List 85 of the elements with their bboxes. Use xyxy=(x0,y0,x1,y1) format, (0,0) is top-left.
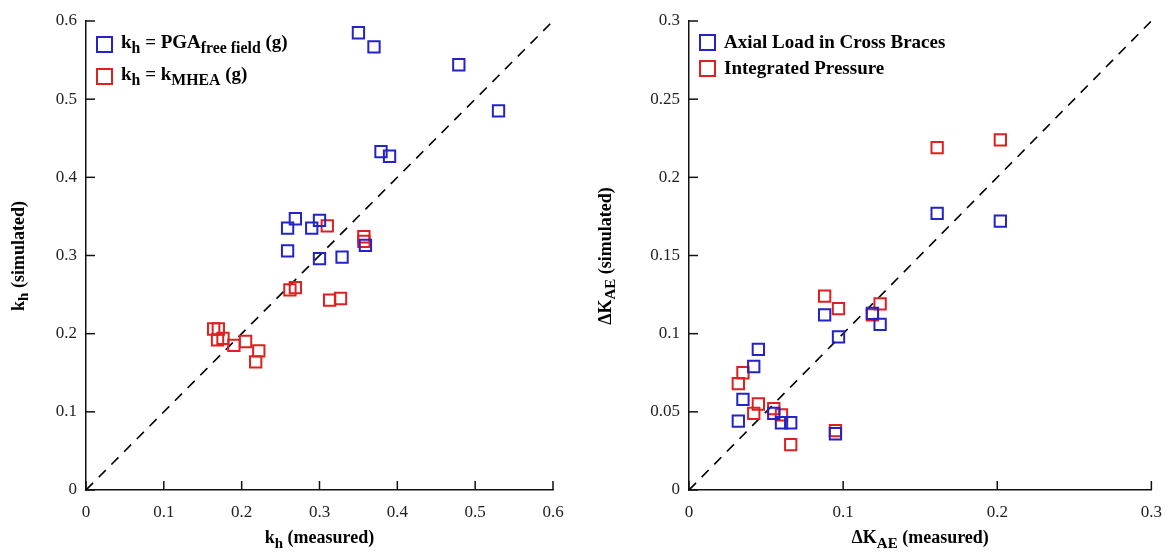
point xyxy=(252,344,266,358)
point xyxy=(491,104,506,118)
y-tick-label: 0.1 xyxy=(658,323,680,343)
point xyxy=(747,359,761,374)
point xyxy=(767,402,781,416)
legend-label: k$_{h}$ = k$_{MHEA}$ (g) xyxy=(121,61,248,90)
point xyxy=(831,302,846,316)
y-tick-label: 0 xyxy=(671,479,680,499)
x-tick-label: 0.2 xyxy=(986,501,1008,521)
y-tick-label: 0.05 xyxy=(650,401,680,421)
legend-label: Integrated Pressure xyxy=(724,56,885,80)
point xyxy=(930,140,944,155)
x-tick-label: 0 xyxy=(81,501,91,521)
x-tick-label: 0.3 xyxy=(1140,501,1162,521)
y-tick-label: 0.2 xyxy=(658,166,680,186)
point xyxy=(817,308,832,322)
point xyxy=(367,40,381,54)
y-tick-label: 0.1 xyxy=(55,401,77,421)
point xyxy=(280,244,295,258)
point xyxy=(731,414,745,428)
point xyxy=(374,144,388,159)
y-tick-label: 0.4 xyxy=(55,166,78,186)
point xyxy=(873,317,887,331)
x-axis-title: ΔK$_{AE}$ (measured) xyxy=(851,527,989,552)
point xyxy=(784,416,798,430)
point xyxy=(736,392,750,406)
x-tick-label: 0.3 xyxy=(308,501,331,521)
point xyxy=(751,342,766,356)
point xyxy=(817,289,832,303)
x-tick-label: 0.1 xyxy=(832,501,854,521)
point xyxy=(351,26,366,40)
legend-label: k$_{h}$ = PGA$_{free field}$ (g) xyxy=(121,30,288,58)
point xyxy=(288,280,303,295)
point xyxy=(333,291,348,306)
y-tick-label: 0.2 xyxy=(55,323,77,343)
point xyxy=(305,221,319,235)
point xyxy=(312,213,327,227)
point xyxy=(227,338,241,353)
x-axis-title: k$_{h}$ (measured) xyxy=(264,527,375,552)
x-tick-label: 0.6 xyxy=(542,501,564,521)
point xyxy=(828,427,843,441)
point xyxy=(283,283,297,297)
point xyxy=(312,251,327,266)
point xyxy=(210,333,225,347)
y-tick-label: 0.25 xyxy=(650,88,680,108)
x-tick-label: 0 xyxy=(684,501,694,521)
point xyxy=(993,133,1007,147)
point xyxy=(774,416,789,430)
point xyxy=(774,408,789,422)
y-tick-label: 0.6 xyxy=(55,10,77,30)
point xyxy=(249,355,263,369)
point xyxy=(206,322,221,336)
x-tick-label: 0.2 xyxy=(231,501,253,521)
x-tick-label: 0.5 xyxy=(464,501,486,521)
point xyxy=(216,331,230,346)
point xyxy=(238,334,253,349)
point xyxy=(357,234,371,249)
point xyxy=(747,406,761,421)
point xyxy=(831,330,846,344)
point xyxy=(452,58,466,72)
point xyxy=(993,214,1007,228)
point xyxy=(357,230,371,244)
x-tick-label: 0.4 xyxy=(386,501,409,521)
point xyxy=(930,206,944,220)
point xyxy=(751,397,766,411)
point xyxy=(322,293,337,307)
point xyxy=(280,221,295,235)
point xyxy=(731,377,745,391)
legend-label: Axial Load in Cross Braces xyxy=(724,30,946,54)
x-tick-label: 0.1 xyxy=(153,501,175,521)
point xyxy=(784,438,798,452)
y-tick-label: 0 xyxy=(68,479,77,499)
point xyxy=(320,219,334,233)
point xyxy=(211,322,225,336)
point xyxy=(335,250,349,264)
point xyxy=(767,406,781,421)
point xyxy=(358,238,373,252)
point xyxy=(288,212,303,226)
point xyxy=(382,149,397,163)
y-tick-label: 0.3 xyxy=(658,10,680,30)
point xyxy=(873,297,887,311)
y-tick-label: 0.5 xyxy=(55,88,77,108)
point xyxy=(736,366,750,380)
y-tick-label: 0.15 xyxy=(650,244,680,264)
y-tick-label: 0.3 xyxy=(55,244,77,264)
